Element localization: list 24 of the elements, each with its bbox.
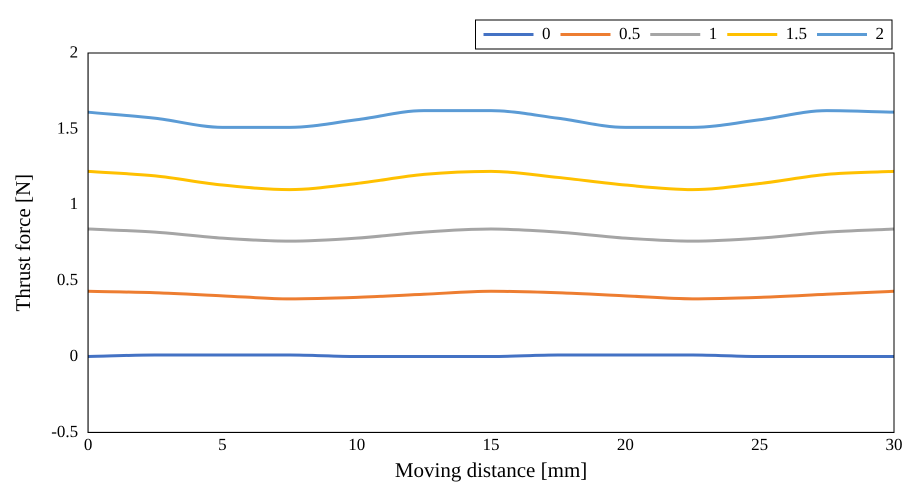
line-series [88,170,894,192]
legend-label: 1.5 [786,24,807,43]
y-tick-label: 1 [70,194,78,214]
x-axis-title: Moving distance [mm] [394,458,588,482]
legend-label: 0.5 [619,24,640,43]
x-tick-label: 25 [751,435,768,454]
x-tick-label: 10 [348,435,366,454]
x-tick-label: 0 [84,435,92,454]
line-series [88,109,894,129]
y-tick-label: -0.5 [51,422,78,441]
x-tick-label: 15 [482,435,500,454]
line-series [88,290,894,300]
legend-label: 0 [542,24,550,43]
x-tick-label: 5 [218,435,227,454]
x-tick-label: 30 [886,435,902,454]
x-tick-label: 20 [616,435,634,454]
legend-label: 1 [708,24,718,43]
y-tick-label: 0.5 [56,270,78,290]
legend-label: 2 [876,24,884,43]
y-axis-title: Thrust force [N] [11,174,36,312]
y-tick-label: 0 [70,346,78,365]
y-tick-label: 2 [70,42,78,62]
line-series [88,228,894,243]
y-tick-label: 1.5 [56,118,78,138]
